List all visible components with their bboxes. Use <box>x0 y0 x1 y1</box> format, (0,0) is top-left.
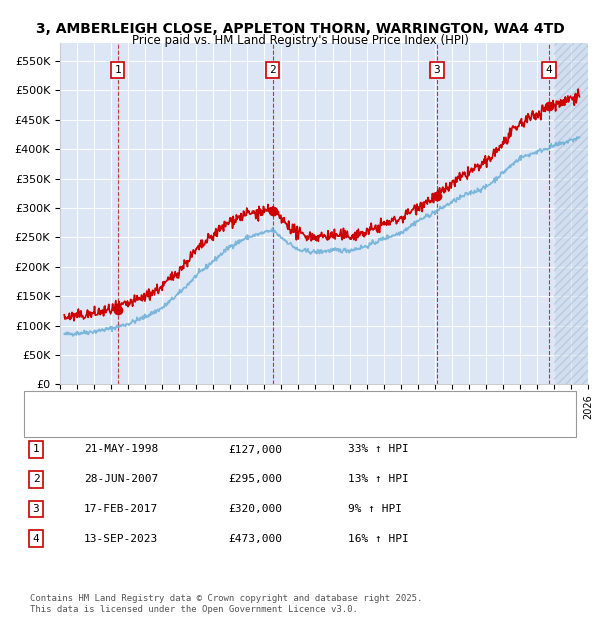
Text: 21-MAY-1998: 21-MAY-1998 <box>84 445 158 454</box>
Text: 3: 3 <box>434 65 440 75</box>
Text: Price paid vs. HM Land Registry's House Price Index (HPI): Price paid vs. HM Land Registry's House … <box>131 34 469 47</box>
Text: HPI: Average price, detached house, Warrington: HPI: Average price, detached house, Warr… <box>69 414 320 423</box>
Text: 3, AMBERLEIGH CLOSE, APPLETON THORN, WARRINGTON, WA4 4TD (detached house): 3, AMBERLEIGH CLOSE, APPLETON THORN, WAR… <box>69 398 516 408</box>
Text: 2: 2 <box>269 65 276 75</box>
Text: HPI: Average price, detached house, Warrington: HPI: Average price, detached house, Warr… <box>69 414 320 423</box>
Text: 9% ↑ HPI: 9% ↑ HPI <box>348 504 402 514</box>
Text: £320,000: £320,000 <box>228 504 282 514</box>
Text: 17-FEB-2017: 17-FEB-2017 <box>84 504 158 514</box>
Text: 2: 2 <box>32 474 40 484</box>
Text: ——: —— <box>42 396 59 410</box>
Text: 28-JUN-2007: 28-JUN-2007 <box>84 474 158 484</box>
Polygon shape <box>554 43 588 384</box>
Text: 4: 4 <box>545 65 553 75</box>
Text: £295,000: £295,000 <box>228 474 282 484</box>
Text: 3, AMBERLEIGH CLOSE, APPLETON THORN, WARRINGTON, WA4 4TD (detached house): 3, AMBERLEIGH CLOSE, APPLETON THORN, WAR… <box>69 398 516 408</box>
Text: 4: 4 <box>32 534 40 544</box>
Text: 1: 1 <box>32 445 40 454</box>
Text: £473,000: £473,000 <box>228 534 282 544</box>
Text: Contains HM Land Registry data © Crown copyright and database right 2025.
This d: Contains HM Land Registry data © Crown c… <box>30 595 422 614</box>
Text: ——: —— <box>42 412 59 425</box>
Text: 3, AMBERLEIGH CLOSE, APPLETON THORN, WARRINGTON, WA4 4TD: 3, AMBERLEIGH CLOSE, APPLETON THORN, WAR… <box>35 22 565 36</box>
Text: 33% ↑ HPI: 33% ↑ HPI <box>348 445 409 454</box>
Text: £127,000: £127,000 <box>228 445 282 454</box>
Text: ——: —— <box>42 396 59 410</box>
Text: 16% ↑ HPI: 16% ↑ HPI <box>348 534 409 544</box>
Text: ——: —— <box>42 412 59 425</box>
Text: 13% ↑ HPI: 13% ↑ HPI <box>348 474 409 484</box>
Text: 1: 1 <box>115 65 121 75</box>
Text: 13-SEP-2023: 13-SEP-2023 <box>84 534 158 544</box>
Text: 3: 3 <box>32 504 40 514</box>
